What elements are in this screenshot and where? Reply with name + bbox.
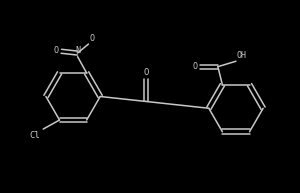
Text: N: N <box>75 46 80 55</box>
Text: OH: OH <box>237 51 247 60</box>
Text: O: O <box>54 46 58 55</box>
Text: O: O <box>193 62 198 71</box>
Text: Cl: Cl <box>30 131 40 140</box>
Text: O: O <box>89 34 94 43</box>
Text: O: O <box>143 68 148 77</box>
